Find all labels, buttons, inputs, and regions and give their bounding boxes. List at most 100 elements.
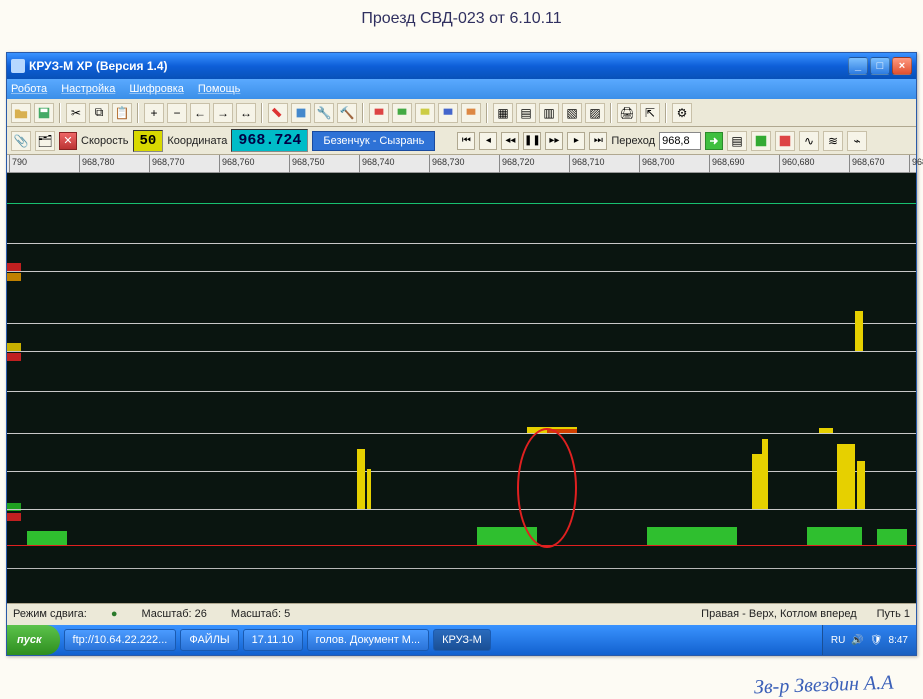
rec-a-icon[interactable]: 📎 (11, 131, 31, 151)
tray-shield-icon: 🛡 (870, 635, 883, 646)
signal (762, 439, 768, 509)
arrow-left-icon[interactable]: ← (190, 103, 210, 123)
zoom-out-icon[interactable]: − (167, 103, 187, 123)
fastfwd-button[interactable]: ▸▸ (545, 132, 563, 150)
settings-icon[interactable]: ⚙ (672, 103, 692, 123)
grid-d-icon[interactable]: ▧ (562, 103, 582, 123)
frame-back-button[interactable]: ◂ (479, 132, 497, 150)
start-button[interactable]: пуск (7, 625, 60, 655)
system-tray[interactable]: RU 🔊 🛡 8:47 (822, 625, 916, 655)
taskbar-item[interactable]: ФАЙЛЫ (180, 629, 238, 651)
flag-red-icon[interactable] (369, 103, 389, 123)
chart-b-icon[interactable] (775, 131, 795, 151)
menu-cipher[interactable]: Шифровка (129, 83, 184, 95)
toolbar-transport: 📎 🗂 ✕ Скорость 50 Координата 968.724 Без… (7, 127, 916, 155)
signal (855, 311, 863, 351)
menu-work[interactable]: Робота (11, 83, 47, 95)
list-icon[interactable]: ▤ (727, 131, 747, 151)
export-icon[interactable]: ⇱ (640, 103, 660, 123)
rec-b-icon[interactable]: 🗂 (35, 131, 55, 151)
ruler-tick: 968,730 (429, 155, 430, 173)
signal (647, 527, 737, 545)
grid-c-icon[interactable]: ▥ (539, 103, 559, 123)
speed-label: Скорость (81, 135, 129, 147)
tool-a-icon[interactable]: 🔧 (314, 103, 334, 123)
status-mode: Режим сдвига: (13, 608, 87, 620)
ruler-tick: 968,750 (289, 155, 290, 173)
frame-fwd-button[interactable]: ▸ (567, 132, 585, 150)
channel-index-mark (7, 273, 21, 281)
signal (357, 449, 365, 509)
flag-yellow-icon[interactable] (415, 103, 435, 123)
window-title: КРУЗ-М ХР (Версия 1.4) (29, 59, 168, 73)
chart-a-icon[interactable] (751, 131, 771, 151)
grid-a-icon[interactable]: ▦ (493, 103, 513, 123)
channel-index-mark (7, 513, 21, 521)
signal (857, 461, 865, 509)
taskbar-item[interactable]: голов. Документ М... (307, 629, 429, 651)
coord-value: 968.724 (231, 129, 308, 152)
channel-markers (7, 173, 21, 603)
wave-c-icon[interactable]: ⌁ (847, 131, 867, 151)
channel-baseline (7, 203, 916, 204)
defect-annotation (517, 428, 577, 548)
skip-fwd-button[interactable]: ⏭ (589, 132, 607, 150)
cut-icon[interactable]: ✂ (66, 103, 86, 123)
stop-button[interactable]: ✕ (59, 132, 77, 150)
rewind-button[interactable]: ◂◂ (501, 132, 519, 150)
ruler-tick: 968,760 (219, 155, 220, 173)
channel-baseline (7, 568, 916, 569)
taskbar-item[interactable]: ftp://10.64.22.222... (64, 629, 177, 651)
flag-blue-icon[interactable] (438, 103, 458, 123)
ruler-tick: 968,710 (569, 155, 570, 173)
ruler-tick: 968,740 (359, 155, 360, 173)
skip-back-button[interactable]: ⏮ (457, 132, 475, 150)
print-icon[interactable]: 🖨 (617, 103, 637, 123)
menu-help[interactable]: Помощь (198, 83, 241, 95)
go-button[interactable] (705, 132, 723, 150)
pause-button[interactable]: ❚❚ (523, 132, 541, 150)
channel-baseline (7, 323, 916, 324)
channel-baseline (7, 433, 916, 434)
tray-time: 8:47 (889, 635, 908, 646)
filter-icon[interactable] (291, 103, 311, 123)
channel-baseline (7, 471, 916, 472)
tool-b-icon[interactable]: 🔨 (337, 103, 357, 123)
close-button[interactable]: × (892, 57, 912, 75)
ruler-tick: 960,680 (779, 155, 780, 173)
wave-a-icon[interactable]: ∿ (799, 131, 819, 151)
grid-b-icon[interactable]: ▤ (516, 103, 536, 123)
signal (752, 454, 762, 509)
coord-label: Координата (167, 135, 227, 147)
save-icon[interactable] (34, 103, 54, 123)
goto-label: Переход (611, 135, 655, 147)
ruler-tick: 968,6 (909, 155, 910, 173)
marker-icon[interactable] (268, 103, 288, 123)
status-side: Правая - Верх, Котлом вперед (701, 608, 856, 620)
ruler-tick: 968,670 (849, 155, 850, 173)
minimize-button[interactable]: _ (848, 57, 868, 75)
flag-orange-icon[interactable] (461, 103, 481, 123)
grid-e-icon[interactable]: ▨ (585, 103, 605, 123)
taskbar-item[interactable]: КРУЗ-М (433, 629, 491, 651)
copy-icon[interactable]: ⧉ (89, 103, 109, 123)
status-scale1: Масштаб: 26 (141, 608, 206, 620)
flag-green-icon[interactable] (392, 103, 412, 123)
channel-baseline (7, 271, 916, 272)
arrow-both-icon[interactable]: ↔ (236, 103, 256, 123)
zoom-in-icon[interactable]: + (144, 103, 164, 123)
coordinate-ruler: 790968,780968,770968,760968,750968,74096… (7, 155, 916, 173)
wave-b-icon[interactable]: ≋ (823, 131, 843, 151)
toolbar-main: ✂ ⧉ 📋 + − ← → ↔ 🔧 🔨 ▦ ▤ ▥ ▧ ▨ 🖨 ⇱ ⚙ (7, 99, 916, 127)
maximize-button[interactable]: □ (870, 57, 890, 75)
taskbar-item[interactable]: 17.11.10 (243, 629, 303, 651)
paste-icon[interactable]: 📋 (112, 103, 132, 123)
status-track: Путь 1 (877, 608, 910, 620)
speed-value: 50 (133, 130, 164, 152)
arrow-right-icon[interactable]: → (213, 103, 233, 123)
defectogram-chart[interactable] (7, 173, 916, 603)
menu-settings[interactable]: Настройка (61, 83, 115, 95)
ruler-tick: 968,770 (149, 155, 150, 173)
open-icon[interactable] (11, 103, 31, 123)
goto-input[interactable] (659, 132, 701, 150)
